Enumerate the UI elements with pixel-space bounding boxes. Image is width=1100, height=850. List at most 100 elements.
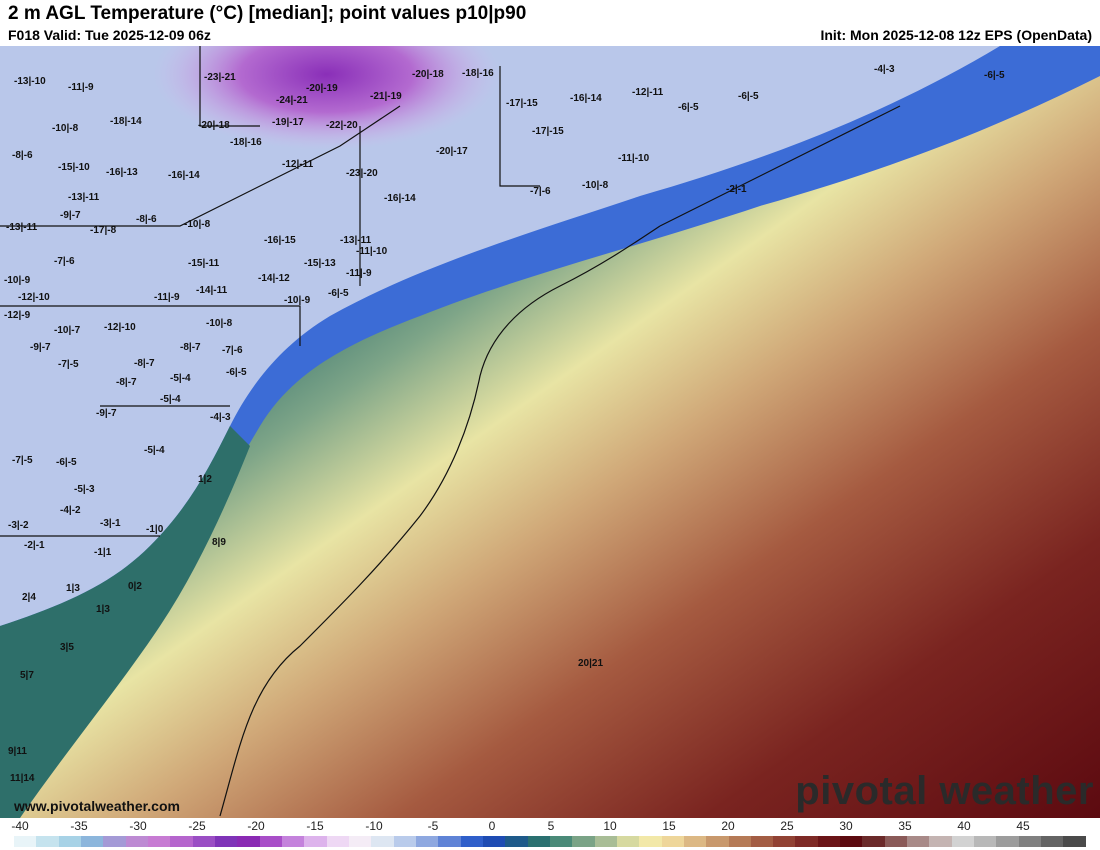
purple-core xyxy=(99,46,640,283)
point-value: 0|2 xyxy=(128,581,142,592)
colorbar-tick-label: 5 xyxy=(547,819,555,833)
colorbar-swatch xyxy=(237,836,260,847)
colorbar-tick-label: 35 xyxy=(898,819,912,833)
colorbar-tick-label: 10 xyxy=(603,819,617,833)
map-field xyxy=(0,46,1100,818)
colorbar-swatch xyxy=(1063,836,1086,847)
colorbar-swatch xyxy=(929,836,952,847)
point-value: -3|-1 xyxy=(100,518,121,529)
point-value: -5|-4 xyxy=(170,373,191,384)
colorbar-swatch xyxy=(974,836,997,847)
point-value: -11|-10 xyxy=(618,153,650,164)
point-value: -10|-8 xyxy=(184,219,211,230)
colorbar-swatch xyxy=(170,836,193,847)
point-value: -13|-10 xyxy=(14,76,46,87)
colorbar-swatch xyxy=(750,836,774,847)
colorbar-swatch xyxy=(214,836,238,847)
colorbar-swatch xyxy=(259,836,282,847)
colorbar-swatch xyxy=(1041,836,1064,847)
brand-logo: pivotal weather xyxy=(795,769,1094,813)
colorbar-swatch xyxy=(326,836,349,847)
colorbar-tick-label: -40 xyxy=(11,819,29,833)
point-value: -8|-7 xyxy=(180,342,201,353)
point-value: -11|-10 xyxy=(356,246,388,257)
point-value: -12|-11 xyxy=(282,159,314,170)
colorbar-tick-label: -20 xyxy=(247,819,265,833)
colorbar-tick-label: 0 xyxy=(488,819,496,833)
point-value: -6|-5 xyxy=(984,70,1005,81)
colorbar-tick-label: 25 xyxy=(780,819,794,833)
point-value: -8|-6 xyxy=(136,214,157,225)
point-value: -9|-7 xyxy=(60,210,81,221)
colorbar-swatch xyxy=(795,836,818,847)
point-value: -10|-9 xyxy=(4,275,31,286)
point-value: -10|-8 xyxy=(582,180,609,191)
colorbar-swatch xyxy=(840,836,863,847)
colorbar-tick-label: -15 xyxy=(306,819,324,833)
colorbar-tick-label: -30 xyxy=(129,819,147,833)
point-value: 1|3 xyxy=(66,583,80,594)
colorbar-swatch xyxy=(58,836,81,847)
colorbar-swatch xyxy=(103,836,126,847)
point-value: -16|-14 xyxy=(570,93,602,104)
colorbar-swatch xyxy=(639,836,662,847)
point-value: -12|-9 xyxy=(4,310,31,321)
colorbar-swatch xyxy=(14,836,37,847)
colorbar-tick-label: 45 xyxy=(1016,819,1030,833)
point-value: -12|-10 xyxy=(18,292,50,303)
point-value: -13|-11 xyxy=(68,192,100,203)
temperature-map[interactable]: -13|-10 -11|-9 -23|-21 -20|-18 -18|-16 -… xyxy=(0,46,1100,818)
point-value: -7|-6 xyxy=(222,345,243,356)
point-value: 2|4 xyxy=(22,592,36,603)
colorbar-tick-label: 15 xyxy=(662,819,676,833)
point-value: -15|-11 xyxy=(188,258,220,269)
site-url-watermark: www.pivotalweather.com xyxy=(14,798,180,814)
point-value: -12|-11 xyxy=(632,87,664,98)
point-value: -7|-5 xyxy=(12,455,33,466)
point-value: -20|-17 xyxy=(436,146,468,157)
colorbar-tick-label: -10 xyxy=(365,819,383,833)
point-value: -12|-10 xyxy=(104,322,136,333)
point-value: -20|-18 xyxy=(412,69,444,80)
point-value: -5|-3 xyxy=(74,484,95,495)
colorbar-swatch xyxy=(505,836,528,847)
colorbar-swatch xyxy=(281,836,305,847)
point-value: -1|1 xyxy=(94,547,112,558)
colorbar-swatch xyxy=(996,836,1019,847)
colorbar-swatch xyxy=(438,836,461,847)
point-value: -11|-9 xyxy=(68,82,94,93)
point-value: -6|-5 xyxy=(678,102,699,113)
point-value: -18|-16 xyxy=(230,137,262,148)
color-legend: -40 -35 -30 -25 -20 -15 -10 -5 0 5 10 15 20 25 30 35 40 4… xyxy=(0,818,1100,850)
point-value: -17|-15 xyxy=(532,126,564,137)
colorbar-swatch xyxy=(482,836,506,847)
point-value: 20|21 xyxy=(578,658,604,669)
colorbar-swatch xyxy=(393,836,416,847)
colorbar-tick-label: -35 xyxy=(70,819,88,833)
point-value: -4|-2 xyxy=(60,505,81,516)
colorbar-swatch xyxy=(728,836,751,847)
point-value: -7|-5 xyxy=(58,359,79,370)
colorbar-swatch xyxy=(36,836,59,847)
header: 2 m AGL Temperature (°C) [median]; point… xyxy=(0,0,1100,46)
point-value: -7|-6 xyxy=(530,186,551,197)
colorbar-swatch xyxy=(125,836,148,847)
colorbar-swatch xyxy=(527,836,550,847)
colorbar-swatch xyxy=(415,836,439,847)
point-value: -9|-7 xyxy=(30,342,51,353)
colorbar-swatch xyxy=(460,836,483,847)
point-value: 8|9 xyxy=(212,537,226,548)
point-value: -11|-9 xyxy=(154,292,180,303)
point-value: -8|-7 xyxy=(134,358,155,369)
point-value: 11|14 xyxy=(10,773,35,784)
map-title: 2 m AGL Temperature (°C) [median]; point… xyxy=(8,3,527,24)
point-value: -10|-8 xyxy=(52,123,79,134)
point-value: -2|-1 xyxy=(24,540,45,551)
point-value: -10|-9 xyxy=(284,295,311,306)
point-value: -16|-13 xyxy=(106,167,138,178)
colorbar-swatch xyxy=(907,836,930,847)
colorbar-swatch xyxy=(817,836,841,847)
southeast-green xyxy=(0,426,250,818)
colorbar-swatch xyxy=(371,836,394,847)
colorbar-swatch xyxy=(683,836,707,847)
